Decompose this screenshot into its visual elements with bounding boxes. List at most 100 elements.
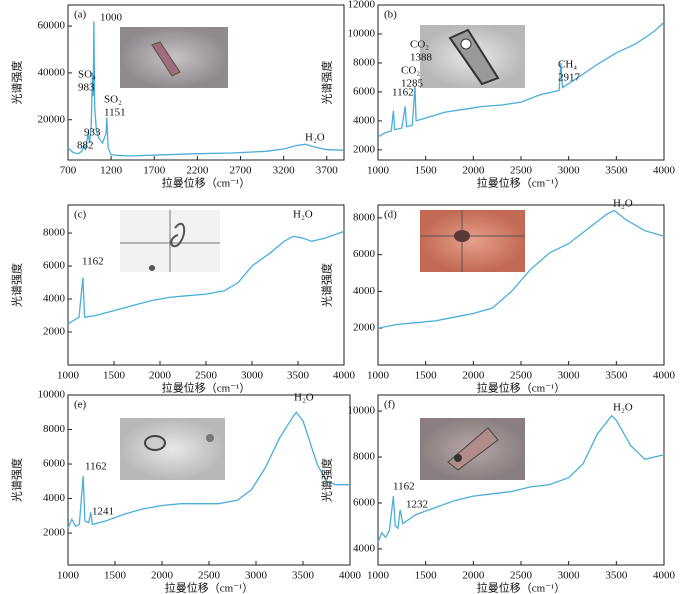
inclusion	[144, 435, 166, 451]
x-tick-label: 1500	[415, 165, 438, 177]
y-tick-label: 10000	[348, 405, 376, 417]
peak-annotation: 1151	[104, 107, 126, 119]
inset-photo	[120, 418, 225, 480]
y-tick-label: 8000	[353, 56, 376, 68]
insets	[120, 25, 525, 480]
y-tick-label: 40000	[38, 66, 66, 78]
x-tick-label: 2500	[510, 370, 533, 382]
peak-annotation: 1162	[393, 481, 415, 493]
y-axis-label: 光谱强度	[320, 263, 334, 307]
bubble	[149, 265, 155, 271]
panel-label: (a)	[74, 9, 87, 21]
inset-photo	[120, 27, 228, 88]
x-tick-label: 3000	[241, 370, 264, 382]
x-tick-label: 1500	[415, 370, 438, 382]
peak-annotation: H₂O	[293, 209, 313, 221]
peak-annotation: 1000	[100, 12, 123, 24]
x-tick-label: 3700	[316, 165, 339, 177]
x-tick-label: 3500	[605, 370, 628, 382]
y-axis-label: 光谱强度	[10, 458, 24, 502]
x-tick-label: 2200	[186, 165, 209, 177]
peak-annotation: SO₂	[104, 94, 122, 106]
y-tick-label: 4000	[353, 542, 376, 554]
x-tick-label: 2000	[151, 570, 174, 582]
x-tick-label: 2000	[462, 370, 485, 382]
y-tick-label: 4000	[43, 293, 66, 305]
x-axis-label: 拉曼位移（cm⁻¹）	[477, 176, 566, 190]
panel-label: (b)	[384, 9, 397, 21]
peak-annotation: 2917	[558, 72, 581, 84]
x-tick-label: 3500	[605, 570, 628, 582]
spectrum-line	[67, 230, 345, 325]
y-tick-label: 8000	[43, 227, 66, 239]
y-tick-label: 4000	[353, 285, 376, 297]
y-tick-label: 12000	[348, 0, 376, 11]
y-tick-label: 6000	[353, 85, 376, 97]
panel-label: (e)	[74, 399, 87, 411]
y-tick-label: 60000	[38, 20, 66, 32]
y-tick-label: 2000	[353, 143, 376, 155]
peak-annotation: H₂O	[613, 402, 633, 414]
x-tick-label: 1000	[367, 370, 390, 382]
x-tick-label: 2500	[510, 165, 533, 177]
peak-annotation: 1285	[401, 78, 424, 90]
y-tick-label: 6000	[43, 260, 66, 272]
x-tick-label: 1500	[104, 570, 127, 582]
peak-annotation: 882	[77, 140, 94, 152]
x-tick-label: 3000	[558, 570, 581, 582]
peak-annotation: CO₂	[401, 65, 420, 77]
x-tick-label: 3500	[287, 370, 310, 382]
x-tick-label: 2500	[195, 370, 218, 382]
inclusion	[170, 222, 186, 248]
x-tick-label: 1500	[415, 570, 438, 582]
y-tick-label: 6000	[353, 248, 376, 260]
x-tick-label: 2500	[510, 570, 533, 582]
spectrum-line	[377, 21, 665, 138]
peak-annotation: 1388	[410, 52, 433, 64]
peak-annotation: 1162	[392, 87, 414, 99]
x-tick-label: 3200	[273, 165, 296, 177]
inclusion	[454, 230, 470, 242]
y-tick-label: 4000	[353, 114, 376, 126]
x-tick-label: 3500	[605, 165, 628, 177]
x-axis-label: 拉曼位移（cm⁻¹）	[477, 381, 566, 395]
peak-annotation: CH₄	[558, 59, 577, 71]
x-tick-label: 2000	[462, 570, 485, 582]
y-tick-label: 2000	[43, 527, 66, 539]
peak-annotation: 1232	[406, 499, 428, 511]
panel-label: (f)	[384, 399, 395, 411]
y-tick-label: 4000	[43, 492, 66, 504]
y-axis-label: 光谱强度	[10, 61, 24, 105]
peak-annotation: 933	[84, 127, 101, 139]
peak-annotation: CO₂	[410, 39, 429, 51]
spectrum-line	[67, 411, 350, 529]
y-tick-label: 8000	[353, 211, 376, 223]
x-tick-label: 3000	[558, 165, 581, 177]
x-tick-label: 2700	[230, 165, 253, 177]
x-tick-label: 3000	[558, 370, 581, 382]
x-tick-label: 4000	[339, 570, 362, 582]
peak-annotation: 983	[78, 82, 95, 94]
y-tick-label: 8000	[43, 423, 66, 435]
x-tick-label: 4000	[653, 570, 676, 582]
x-tick-label: 2500	[198, 570, 221, 582]
x-tick-label: 1000	[57, 570, 80, 582]
y-tick-label: 2000	[353, 322, 376, 334]
x-axis-label: 拉曼位移（cm⁻¹）	[165, 581, 254, 594]
peak-annotation: SO₄	[78, 69, 96, 81]
x-axis-label: 拉曼位移（cm⁻¹）	[477, 581, 566, 594]
bubble	[206, 434, 214, 442]
spectrum-line	[67, 21, 345, 157]
x-tick-label: 1200	[100, 165, 123, 177]
bubble	[460, 38, 472, 50]
y-axis-label: 光谱强度	[10, 263, 24, 307]
x-tick-label: 3000	[245, 570, 268, 582]
y-axis-label: 光谱强度	[320, 458, 334, 502]
panel-label: (c)	[74, 209, 87, 221]
y-axis-label: 光谱强度	[320, 61, 334, 105]
x-tick-label: 1700	[143, 165, 166, 177]
plot-frame	[67, 4, 345, 161]
peak-annotation: 1162	[82, 256, 104, 268]
y-tick-label: 20000	[38, 113, 66, 125]
x-tick-label: 4000	[653, 165, 676, 177]
